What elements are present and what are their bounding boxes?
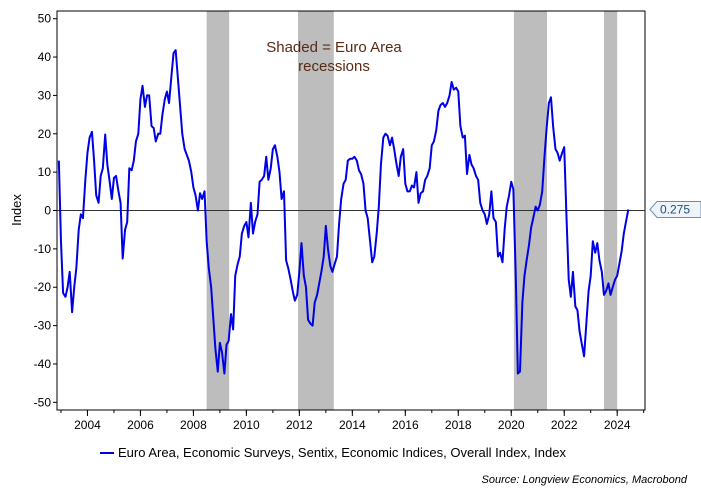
- y-tick-label-30: 30: [38, 88, 52, 102]
- last-value-callout: 0.275: [649, 200, 701, 218]
- y-tick-label--30: -30: [34, 319, 52, 333]
- y-tick-label-20: 20: [38, 127, 52, 141]
- annotation-line-2: recessions: [298, 58, 370, 75]
- y-tick-label-50: 50: [38, 12, 52, 26]
- y-tick-label--40: -40: [34, 357, 52, 371]
- y-tick-label-10: 10: [38, 165, 52, 179]
- y-tick-label-40: 40: [38, 50, 52, 64]
- y-tick-label--50: -50: [34, 395, 52, 409]
- annotation-line-1: Shaded = Euro Area: [266, 39, 402, 56]
- x-tick-label-2010: 2010: [233, 418, 260, 432]
- axes: -50 -40 -30 -20 -10 0 10 20 30 40 50 2004 2006 2008 20…: [34, 10, 646, 432]
- x-tick-label-2014: 2014: [339, 418, 366, 432]
- x-tick-label-2020: 2020: [498, 418, 525, 432]
- y-tick-label-0: 0: [44, 204, 51, 218]
- x-tick-label-2016: 2016: [392, 418, 419, 432]
- x-tick-label-2004: 2004: [74, 418, 101, 432]
- x-tick-label-2018: 2018: [445, 418, 472, 432]
- series-line-0: [57, 49, 630, 375]
- y-tick-label--20: -20: [34, 280, 52, 294]
- x-tick-label-2006: 2006: [127, 418, 154, 432]
- x-tick-label-2024: 2024: [604, 418, 631, 432]
- y-tick-label--10: -10: [34, 242, 52, 256]
- last-value-box: [649, 200, 701, 218]
- x-tick-label-2008: 2008: [180, 418, 207, 432]
- series-layer: [57, 49, 630, 375]
- legend-label: Euro Area, Economic Surveys, Sentix, Eco…: [118, 445, 566, 460]
- x-tick-label-2022: 2022: [551, 418, 578, 432]
- last-value-label: 0.275: [660, 202, 690, 216]
- x-tick-label-2012: 2012: [286, 418, 313, 432]
- legend: Euro Area, Economic Surveys, Sentix, Eco…: [100, 445, 566, 460]
- source-note: Source: Longview Economics, Macrobond: [481, 474, 687, 486]
- legend-swatch: [100, 451, 114, 454]
- y-axis-title: Index: [9, 194, 24, 226]
